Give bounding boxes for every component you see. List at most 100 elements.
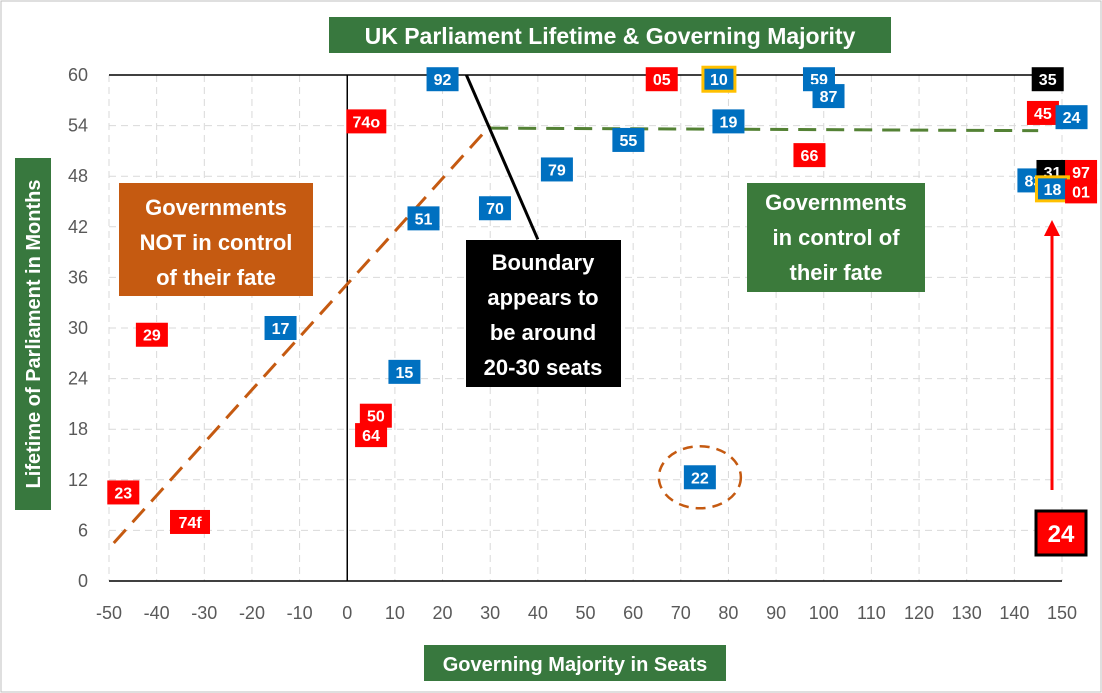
data-point-box [612,127,645,152]
in-control-line-1: Governments [765,190,907,215]
x-tick-label: 40 [528,603,548,623]
x-tick-label: -50 [96,603,122,623]
data-point: 51 [407,206,440,231]
current-arrow-head [1044,220,1060,236]
y-tick-label: 54 [68,116,88,136]
y-tick-label: 6 [78,520,88,540]
y-axis-title: Lifetime of Parliament in Months [23,180,45,489]
data-point-label: 10 [710,72,728,89]
boundary-line-4: 20-30 seats [484,355,603,380]
x-tick-label: 10 [385,603,405,623]
data-point-box [407,206,440,231]
x-tick-label: 130 [952,603,982,623]
y-tick-label: 12 [68,470,88,490]
x-tick-label: 100 [809,603,839,623]
y-tick-label: 42 [68,217,88,237]
x-tick-label: 120 [904,603,934,623]
data-point-label: 29 [143,328,161,345]
data-point: 05 [645,67,678,92]
x-tick-label: -20 [239,603,265,623]
data-point-box [701,65,737,93]
x-tick-label: 30 [480,603,500,623]
boundary-slope-line [112,124,492,545]
x-tick-label: 20 [433,603,453,623]
data-point: 29 [135,322,168,347]
data-point: 92 [426,67,459,92]
x-axis-title-box [424,645,726,681]
data-point-box [1031,67,1064,92]
not-in-control-line-3: of their fate [156,265,276,290]
data-point-label: 45 [1034,106,1052,123]
data-point-label: 24 [1063,110,1081,127]
data-point-label: 74o [353,114,381,131]
x-tick-label: 50 [575,603,595,623]
data-point: 17 [264,316,297,340]
data-point: 24 [1055,105,1088,130]
x-tick-label: 150 [1047,603,1077,623]
x-tick-label: -30 [191,603,217,623]
data-point-box [135,322,168,347]
boundary-line-3: be around [490,320,596,345]
data-point-box [645,67,678,92]
data-point-box [388,359,421,384]
data-point-box [683,465,716,490]
data-point-label: 01 [1072,184,1090,201]
data-point-box [355,423,388,448]
data-point-label: 74f [178,515,202,532]
chart-title-box [329,17,891,53]
data-point-label: 19 [720,114,738,131]
data-point: 15 [388,359,421,384]
data-point-label: 92 [434,72,452,89]
y-tick-label: 48 [68,166,88,186]
data-point-box [1034,175,1070,203]
data-point-label: 66 [801,148,819,165]
data-point: 01 [1065,179,1098,204]
data-point-label: 35 [1039,72,1057,89]
data-point-box [1065,179,1098,204]
data-point-label: 18 [1044,182,1062,199]
y-tick-label: 18 [68,419,88,439]
data-point: 64 [355,423,388,448]
data-point-box [426,67,459,92]
y-tick-label: 60 [68,65,88,85]
data-point-box [346,109,387,134]
x-tick-label: 110 [857,603,886,623]
data-point-label: 70 [486,201,504,218]
data-point-label: 23 [114,485,132,502]
x-tick-label: 0 [342,603,352,623]
data-point-box [712,109,745,134]
data-point: 74f [170,509,211,534]
current-badge-label: 24 [1048,521,1075,548]
data-point-box [812,84,845,109]
in-control-line-2: in control of [772,225,900,250]
data-point-label: 17 [272,321,290,338]
x-tick-label: -40 [144,603,170,623]
x-tick-label: 90 [766,603,786,623]
y-tick-label: 24 [68,369,88,389]
data-point-label: 50 [367,409,385,426]
data-point: 74o [346,109,387,134]
x-tick-label: -10 [287,603,313,623]
y-tick-label: 36 [68,267,88,287]
data-point: 19 [712,109,745,134]
data-point-box [1055,105,1088,130]
in-control-line-3: their fate [790,260,883,285]
data-point: 18 [1034,175,1070,203]
data-point-box [107,480,140,505]
data-point-label: 87 [820,89,838,106]
data-point: 70 [478,196,511,221]
y-axis-title-box [15,158,51,510]
data-point: 87 [812,84,845,109]
boundary-pointer-line [464,74,540,241]
data-point-label: 22 [691,470,709,487]
data-point: 22 [683,465,716,490]
highlight-circle [657,445,743,510]
data-point-box [540,157,573,182]
data-point-box [793,143,826,168]
boundary-line-1: Boundary [492,250,595,275]
boundary-line-2: appears to [487,285,598,310]
data-point: 35 [1031,67,1064,92]
in-control-box [747,183,925,292]
